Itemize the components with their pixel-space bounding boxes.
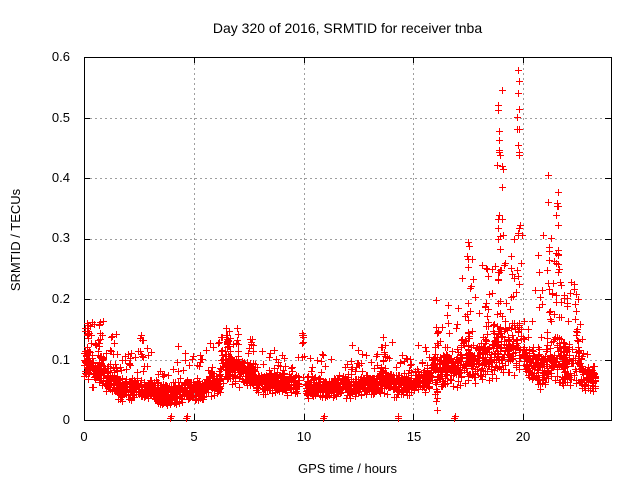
y-tick-label: 0.5 xyxy=(51,110,70,125)
y-tick-label: 0 xyxy=(62,412,70,427)
x-axis-label: GPS time / hours xyxy=(298,461,397,476)
x-tick-label: 0 xyxy=(80,429,88,444)
y-tick-label: 0.4 xyxy=(51,170,70,185)
x-tick-label: 20 xyxy=(515,429,531,444)
chart-title: Day 320 of 2016, SRMTID for receiver tnb… xyxy=(212,20,483,36)
x-tick-label: 10 xyxy=(296,429,312,444)
y-tick-label: 0.1 xyxy=(51,352,70,367)
y-tick-label: 0.3 xyxy=(51,230,70,245)
x-tick-label: 15 xyxy=(406,429,422,444)
y-tick-label: 0.6 xyxy=(51,49,70,64)
x-tick-label: 5 xyxy=(190,429,198,444)
y-tick-label: 0.2 xyxy=(51,291,70,306)
